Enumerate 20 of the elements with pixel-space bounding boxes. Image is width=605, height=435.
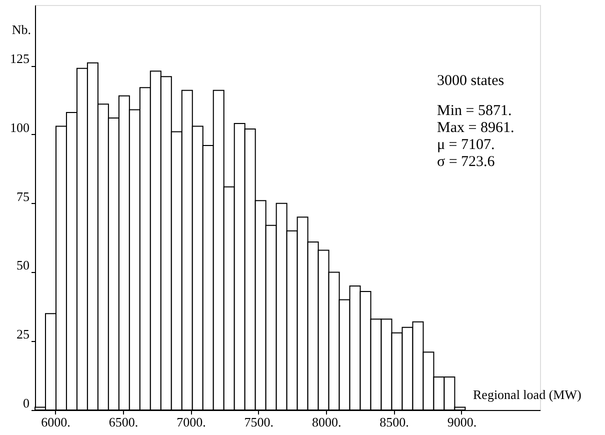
x-tick-label: 6000. — [41, 414, 70, 430]
y-tick-label: 25 — [16, 326, 30, 342]
annotation: σ = 723.6 — [437, 154, 496, 170]
x-tick-label: 8000. — [312, 414, 342, 430]
y-tick-label: 100 — [10, 120, 30, 135]
annotation: μ = 7107. — [437, 137, 495, 153]
y-tick-label: 0 — [23, 396, 30, 410]
x-tick-label: 7000. — [176, 414, 206, 430]
y-tick-label: 75 — [16, 188, 30, 204]
annotation: Min = 5871. — [437, 103, 512, 119]
annotation: Max = 8961. — [437, 120, 514, 136]
x-tick-label: 8500. — [380, 414, 409, 430]
y-axis-title: Nb. — [12, 22, 31, 37]
x-tick-label: 9000. — [447, 414, 477, 430]
y-tick-label: 50 — [16, 258, 30, 273]
x-tick-label: 6500. — [108, 414, 138, 430]
y-tick-label: 125 — [10, 51, 30, 66]
x-axis-title: Regional load (MW) — [473, 387, 582, 402]
x-tick-label: 7500. — [244, 414, 274, 430]
annotation: 3000 states — [437, 73, 504, 89]
